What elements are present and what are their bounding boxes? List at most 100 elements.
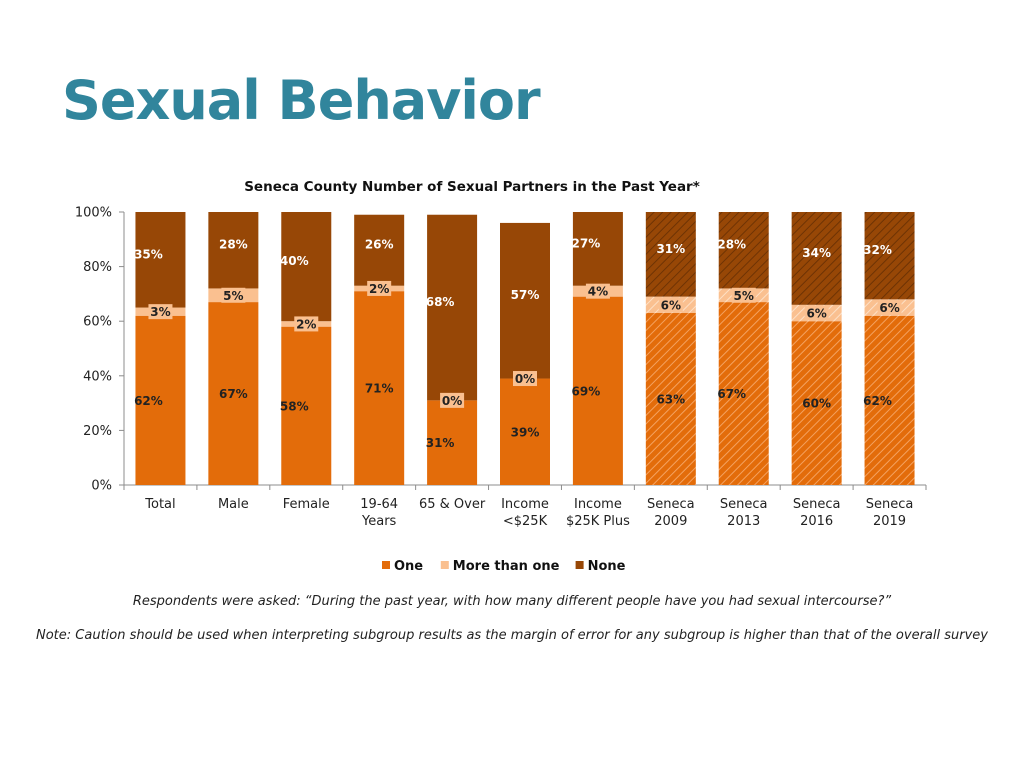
x-category-label: 2016 [800,514,833,529]
x-category-label: Female [283,497,330,512]
bar-none [718,212,769,289]
x-category-label: Seneca [720,497,768,512]
data-label-box [585,283,610,299]
data-label-none: 32% [863,243,892,257]
data-label-box [367,280,392,296]
data-label-none: 26% [365,238,394,252]
data-label-none: 31% [656,242,685,256]
data-label-none: 35% [134,247,163,261]
data-label-none: 34% [802,246,831,260]
y-tick-label: 20% [83,424,112,439]
data-label-none: 27% [572,236,601,250]
data-label-more-than-one: 0% [442,394,462,408]
data-label-box [877,300,902,316]
data-label-box [513,371,537,387]
bar-one [208,302,259,485]
bar-none [572,212,623,286]
x-category-label: Male [218,497,249,512]
x-category-label: 65 & Over [419,497,486,512]
data-label-more-than-one: 2% [296,317,316,331]
bar-none [500,222,550,379]
x-category-label: Income [574,497,622,512]
data-label-box [221,287,246,303]
legend-label-more-than-one: More than one [453,559,560,574]
data-label-none: 28% [717,238,746,252]
legend-swatch-more-than-one [440,561,449,569]
data-label-box [440,392,465,408]
bar-one [427,400,478,485]
slide-title: Sexual Behavior [62,69,541,132]
data-label-one: 63% [656,393,685,407]
data-label-one: 60% [802,397,831,411]
data-label-none: 57% [511,288,540,302]
y-tick-label: 80% [83,260,112,275]
data-label-box [731,287,756,303]
data-label-box [148,304,173,320]
data-label-one: 67% [219,387,248,401]
bar-one [645,313,696,485]
data-label-box [804,305,829,321]
bar-none [354,214,405,286]
bar-one [500,378,550,485]
data-label-box [294,316,319,332]
bar-none [208,212,259,289]
bar-one [864,315,915,485]
x-category-label: 19-64 [360,497,398,512]
data-label-more-than-one: 0% [515,372,535,386]
caution-note: Note: Caution should be used when interp… [36,628,988,643]
y-tick-label: 60% [83,315,112,330]
data-label-one: 71% [365,382,394,396]
data-label-none: 68% [426,295,455,309]
bar-none [427,214,478,401]
data-label-one: 69% [572,384,601,398]
x-category-label: $25K Plus [566,514,630,529]
y-tick-label: 100% [75,206,112,221]
data-label-one: 62% [134,394,163,408]
data-label-one: 58% [280,399,309,413]
bar-one [354,291,405,485]
x-category-label: 2019 [873,514,906,529]
bar-one [135,315,186,485]
bar-one [791,321,842,485]
data-label-more-than-one: 6% [806,307,826,321]
survey-question-note: Respondents were asked: “During the past… [132,594,892,609]
bar-one [281,326,332,485]
x-category-label: Seneca [866,497,914,512]
bar-none [135,212,186,308]
chart-title: Seneca County Number of Sexual Partners … [244,179,700,195]
chart-legend: One More than one None [382,559,626,574]
data-label-one: 67% [717,387,746,401]
x-category-label: Seneca [647,497,695,512]
legend-label-none: None [588,559,626,574]
x-category-label: 2009 [654,514,687,529]
bar-none [281,212,332,322]
data-label-one: 62% [863,394,892,408]
data-label-more-than-one: 5% [734,289,754,303]
data-label-more-than-one: 3% [150,305,170,319]
legend-swatch-one [382,561,390,569]
data-label-none: 40% [280,254,309,268]
data-label-one: 39% [511,425,540,439]
bar-none [864,212,915,300]
bar-none [645,212,696,297]
y-tick-label: 40% [83,369,112,384]
y-tick-label: 0% [91,479,112,494]
bar-one [718,302,769,485]
data-label-more-than-one: 4% [588,285,608,299]
data-label-box [658,297,683,313]
data-label-more-than-one: 2% [369,282,389,296]
x-category-label: 2013 [727,514,760,529]
x-category-label: <$25K [503,514,548,529]
data-label-more-than-one: 6% [661,298,681,312]
bar-one [572,296,623,485]
data-label-more-than-one: 6% [879,301,899,315]
legend-swatch-none [575,561,584,569]
stacked-bar-chart: Seneca County Number of Sexual Partners … [75,179,927,574]
data-label-none: 28% [219,238,248,252]
x-category-label: Income [501,497,549,512]
x-category-label: Seneca [793,497,841,512]
data-label-more-than-one: 5% [223,289,243,303]
legend-label-one: One [394,559,423,574]
x-category-label: Years [361,514,397,529]
bar-none [791,212,842,305]
